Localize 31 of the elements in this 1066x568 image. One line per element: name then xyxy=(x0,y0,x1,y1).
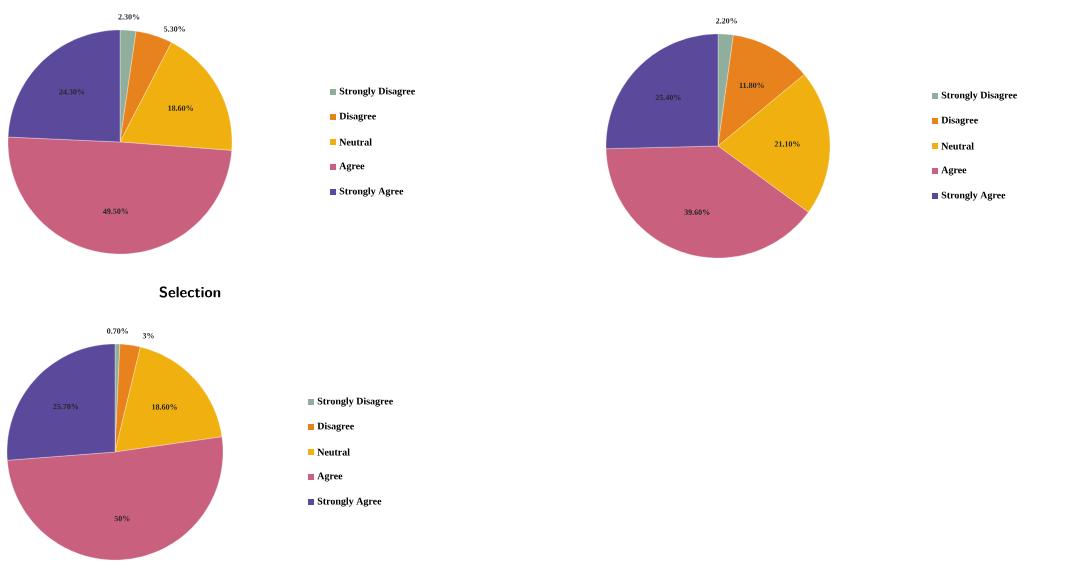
legend-label: Disagree xyxy=(317,422,354,432)
legend-label: Agree xyxy=(339,162,365,172)
data-label: 2.30% xyxy=(118,14,140,20)
legend-label: Neutral xyxy=(317,448,350,456)
data-label: 39.60% xyxy=(684,209,710,215)
legend-label: Strongly Disagree xyxy=(317,397,393,407)
legend-label: Neutral xyxy=(339,138,372,146)
legend-label: Strongly Agree xyxy=(317,497,382,507)
data-label: 25.40% xyxy=(655,94,681,101)
data-label: 3% xyxy=(142,333,154,339)
data-label: 11.80% xyxy=(739,82,764,89)
data-label: 18.60% xyxy=(168,105,193,111)
chart-title: Selection xyxy=(159,286,221,298)
legend-label: Strongly Agree xyxy=(941,191,1006,201)
data-label: 50% xyxy=(114,515,130,522)
legend-label: Agree xyxy=(941,166,967,176)
data-label: 24.30% xyxy=(59,89,85,95)
legend-label: Strongly Agree xyxy=(339,187,404,197)
data-label: 5.30% xyxy=(163,26,185,32)
legend-label: Disagree xyxy=(339,112,376,122)
data-label: 49.50% xyxy=(102,208,129,215)
legend-label: Neutral xyxy=(941,142,974,150)
legend-label: Strongly Disagree xyxy=(339,87,415,97)
legend-label: Agree xyxy=(317,472,343,482)
data-label: 2.20% xyxy=(715,18,737,24)
legend-label: Disagree xyxy=(941,116,978,126)
data-label: 21.10% xyxy=(774,141,800,147)
legend-label: Strongly Disagree xyxy=(941,91,1017,101)
data-label: 18.60% xyxy=(152,404,177,410)
data-label: 25.70% xyxy=(53,403,79,410)
data-label: 0.70% xyxy=(107,328,128,334)
